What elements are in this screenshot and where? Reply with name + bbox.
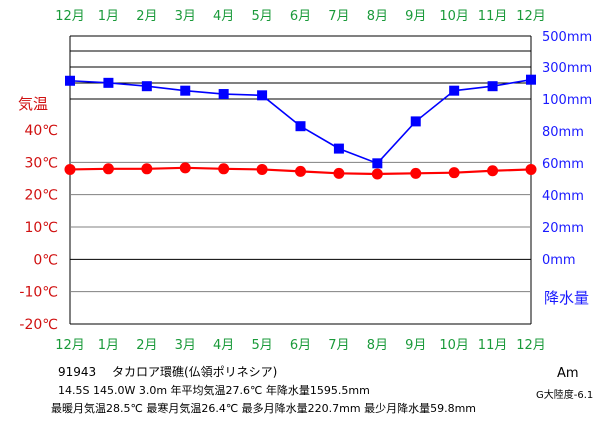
precipitation-axis: 500mm 300mm 100mm 80mm 60mm 40mm 20mm 0mm — [542, 30, 592, 268]
month-label-top: 9月 — [405, 9, 426, 24]
bottom-month-labels: 12月 1月 2月 3月 4月 5月 6月 7月 8月 9月 10月 11月 12月 — [55, 338, 546, 353]
temperature-point — [448, 167, 460, 179]
month-label-top: 6月 — [290, 9, 311, 24]
temperature-axis: 40℃ 30℃ 20℃ 10℃ 0℃ -10℃ -20℃ — [19, 123, 58, 333]
temperature-point — [218, 163, 230, 175]
continentality-index: G大陸度-6.1 — [536, 388, 593, 401]
month-label-top: 2月 — [136, 9, 157, 24]
temperature-tick-label: -10℃ — [19, 285, 58, 301]
month-label-top: 12月 — [55, 9, 85, 24]
precipitation-point — [487, 81, 498, 92]
month-label-bottom: 4月 — [213, 338, 234, 353]
temperature-point — [256, 163, 268, 175]
month-label-bottom: 12月 — [516, 338, 546, 353]
temperature-point — [295, 165, 306, 177]
month-label-bottom: 1月 — [98, 338, 119, 353]
precipitation-tick-label: 300mm — [542, 61, 592, 76]
temperature-series — [64, 162, 537, 180]
temperature-point — [333, 167, 345, 179]
precipitation-point — [333, 143, 344, 154]
precipitation-tick-label: 80mm — [542, 125, 584, 140]
month-label-top: 8月 — [367, 9, 388, 24]
temperature-axis-title: 気温 — [18, 95, 48, 113]
precipitation-point — [526, 74, 536, 85]
month-label-top: 3月 — [175, 9, 196, 24]
temperature-tick-label: 20℃ — [24, 188, 58, 204]
precipitation-series — [65, 74, 536, 169]
temperature-point — [371, 168, 383, 180]
month-label-top: 11月 — [478, 9, 508, 24]
precipitation-point — [295, 121, 306, 132]
precipitation-point — [218, 89, 229, 100]
month-label-top: 5月 — [251, 9, 272, 24]
temperature-tick-label: 40℃ — [24, 123, 58, 139]
temperature-point — [525, 163, 537, 175]
temperature-point — [179, 162, 191, 174]
temperature-tick-label: 30℃ — [24, 155, 58, 171]
temperature-tick-label: 10℃ — [24, 220, 58, 236]
precipitation-point — [449, 85, 460, 96]
temperature-tick-label: -20℃ — [19, 317, 58, 333]
precipitation-point — [410, 116, 421, 127]
month-label-bottom: 6月 — [290, 338, 311, 353]
precipitation-tick-label: 500mm — [542, 30, 592, 45]
month-label-bottom: 12月 — [55, 338, 85, 353]
station-name: タカロア環礁(仏領ポリネシア) — [112, 364, 277, 379]
month-label-bottom: 3月 — [175, 338, 196, 353]
precipitation-axis-title: 降水量 — [544, 289, 589, 307]
precipitation-tick-label: 40mm — [542, 189, 584, 204]
precipitation-tick-label: 100mm — [542, 93, 592, 108]
top-month-labels: 12月 1月 2月 3月 4月 5月 6月 7月 8月 9月 10月 11月 12月 — [55, 9, 546, 24]
temperature-point — [141, 163, 153, 175]
temperature-tick-label: 0℃ — [33, 252, 58, 268]
precipitation-point — [103, 77, 114, 88]
climate-class: Am — [557, 366, 579, 381]
month-label-bottom: 10月 — [439, 338, 469, 353]
precipitation-tick-label: 0mm — [542, 253, 576, 268]
month-label-top: 7月 — [328, 9, 349, 24]
month-label-top: 1月 — [98, 9, 119, 24]
month-label-top: 12月 — [516, 9, 546, 24]
temperature-point — [64, 163, 76, 175]
precipitation-tick-label: 20mm — [542, 221, 584, 236]
month-label-bottom: 5月 — [251, 338, 272, 353]
temperature-point — [102, 163, 114, 175]
station-id: 91943 — [58, 365, 96, 379]
precipitation-point — [65, 75, 75, 86]
precipitation-tick-label: 60mm — [542, 157, 584, 172]
precipitation-point — [141, 81, 152, 92]
month-label-bottom: 11月 — [478, 338, 508, 353]
month-label-top: 10月 — [439, 9, 469, 24]
precipitation-point — [257, 90, 268, 101]
station-summary-line2: 最暖月気温28.5℃ 最寒月気温26.4℃ 最多月降水量220.7mm 最少月降… — [51, 401, 476, 415]
precipitation-point — [372, 158, 383, 169]
month-label-top: 4月 — [213, 9, 234, 24]
month-label-bottom: 8月 — [367, 338, 388, 353]
month-label-bottom: 7月 — [328, 338, 349, 353]
station-summary-line1: 14.5S 145.0W 3.0m 年平均気温27.6℃ 年降水量1595.5m… — [58, 383, 370, 397]
grid-lines — [69, 35, 532, 325]
temperature-point — [410, 167, 422, 179]
temperature-point — [487, 165, 499, 177]
month-label-bottom: 9月 — [405, 338, 426, 353]
month-label-bottom: 2月 — [136, 338, 157, 353]
precipitation-point — [180, 85, 191, 96]
